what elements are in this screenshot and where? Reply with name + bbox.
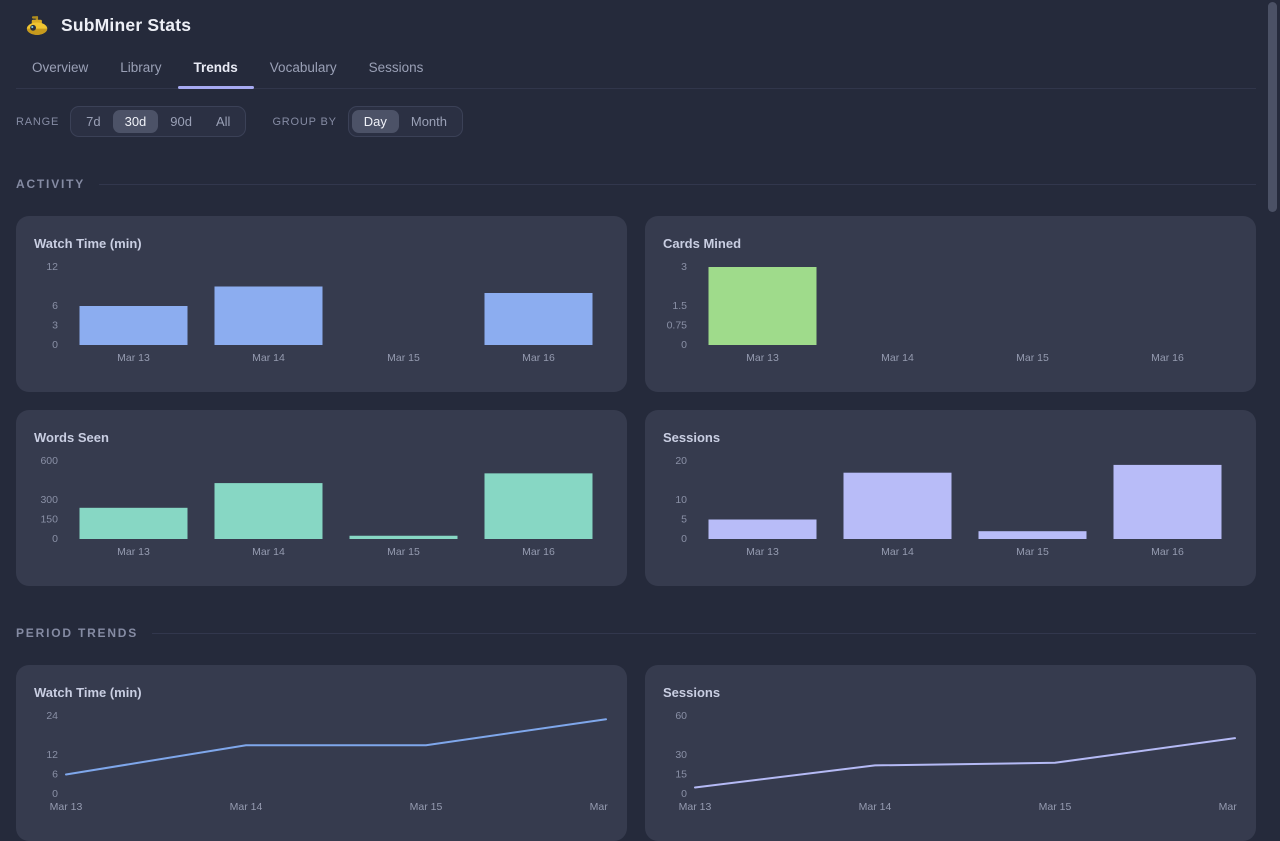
svg-text:0: 0 [681, 788, 687, 800]
svg-text:Mar 16: Mar 16 [522, 352, 555, 364]
chart-card-sessions: Sessions 0 5 10 20 Mar 13 Mar 14 Mar 15 Mar 16 [645, 410, 1256, 586]
chart-title: Watch Time (min) [34, 236, 142, 251]
svg-text:Mar 13: Mar 13 [50, 801, 83, 813]
section-divider [99, 183, 1256, 185]
range-label: RANGE [16, 115, 60, 128]
section-header-period-trends: PERIOD TRENDS [16, 626, 1256, 640]
svg-text:20: 20 [675, 455, 687, 467]
svg-text:Mar 16: Mar 16 [1151, 546, 1184, 558]
chart-title: Words Seen [34, 430, 109, 445]
tab-bar: Overview Library Trends Vocabulary Sessions [16, 52, 1256, 89]
svg-text:6: 6 [52, 769, 58, 781]
svg-text:12: 12 [46, 749, 58, 761]
svg-text:Mar 14: Mar 14 [881, 352, 914, 364]
svg-text:600: 600 [40, 455, 58, 467]
chart-title: Sessions [663, 430, 721, 445]
line-chart: 0 15 30 60 Mar 13 Mar 14 Mar 15 Mar 16 [675, 710, 1240, 813]
svg-text:60: 60 [675, 710, 687, 722]
groupby-segmented-control: Day Month [347, 106, 463, 137]
line-chart: 0 6 12 24 Mar 13 Mar 14 Mar 15 Mar 16 [46, 710, 611, 813]
svg-text:Mar 15: Mar 15 [410, 801, 443, 813]
tab-overview[interactable]: Overview [16, 52, 104, 88]
svg-text:24: 24 [46, 710, 58, 722]
svg-text:0.75: 0.75 [667, 320, 688, 332]
svg-text:Mar 13: Mar 13 [746, 352, 779, 364]
svg-text:5: 5 [681, 514, 687, 526]
svg-text:Mar 14: Mar 14 [230, 801, 263, 813]
groupby-option-day[interactable]: Day [351, 110, 399, 133]
chart-card-words-seen: Words Seen 0 150 300 600 Mar 13 Mar 14 Mar 15 Ma… [16, 410, 627, 586]
tab-vocabulary[interactable]: Vocabulary [254, 52, 353, 88]
svg-text:3: 3 [52, 320, 58, 332]
range-option-90d[interactable]: 90d [158, 110, 204, 133]
svg-text:10: 10 [675, 494, 687, 506]
tab-library[interactable]: Library [104, 52, 177, 88]
svg-text:6: 6 [52, 300, 58, 312]
range-option-30d[interactable]: 30d [112, 110, 159, 133]
chart-card-watch-time-min: Watch Time (min) 0 3 6 12 Mar 13 Mar 14 Mar 15 M… [16, 216, 627, 392]
range-option-7d[interactable]: 7d [74, 110, 112, 133]
range-option-all[interactable]: All [204, 110, 242, 133]
svg-text:Mar 16: Mar 16 [522, 546, 555, 558]
svg-text:Mar 13: Mar 13 [117, 546, 150, 558]
svg-text:Mar 13: Mar 13 [117, 352, 150, 364]
groupby-label: GROUP BY [272, 115, 337, 128]
svg-text:Mar 16: Mar 16 [1151, 352, 1184, 364]
chart-title: Cards Mined [663, 236, 742, 251]
svg-text:30: 30 [675, 749, 687, 761]
svg-text:0: 0 [52, 339, 58, 351]
activity-chart-grid: Watch Time (min) 0 3 6 12 Mar 13 Mar 14 Mar 15 M… [16, 216, 1256, 586]
period-trends-chart-grid: Watch Time (min) 0 6 12 24 Mar 13 Mar 14 Mar 15… [16, 665, 1256, 841]
svg-text:0: 0 [681, 339, 687, 351]
svg-text:Mar 16: Mar 16 [590, 801, 611, 813]
bar-chart: 0 0.75 1.5 3 Mar 13 Mar 14 Mar 15 Mar 16 [667, 261, 1184, 364]
chart-title: Watch Time (min) [34, 685, 142, 700]
submarine-icon [26, 15, 49, 36]
section-title: PERIOD TRENDS [16, 626, 139, 640]
svg-text:150: 150 [40, 514, 58, 526]
bar-chart: 0 150 300 600 Mar 13 Mar 14 Mar 15 Mar 16 [40, 455, 593, 558]
svg-text:Mar 13: Mar 13 [679, 801, 712, 813]
tab-trends[interactable]: Trends [177, 52, 255, 89]
svg-text:Mar 14: Mar 14 [859, 801, 892, 813]
svg-text:0: 0 [52, 533, 58, 545]
app-header: SubMiner Stats Overview Library Trends Voca… [16, 0, 1256, 89]
groupby-option-month[interactable]: Month [399, 110, 459, 133]
chart-card-watch-time-min: Watch Time (min) 0 6 12 24 Mar 13 Mar 14 Mar 15… [16, 665, 627, 841]
svg-text:300: 300 [40, 494, 58, 506]
filter-controls: RANGE 7d 30d 90d All GROUP BY Day Month [16, 106, 1256, 137]
svg-text:Mar 16: Mar 16 [1219, 801, 1240, 813]
chart-card-cards-mined: Cards Mined 0 0.75 1.5 3 Mar 13 Mar 14 Mar 15 Ma… [645, 216, 1256, 392]
chart-card-sessions: Sessions 0 15 30 60 Mar 13 Mar 14 Mar 15 Mar 16 [645, 665, 1256, 841]
svg-text:3: 3 [681, 261, 687, 273]
chart-title: Sessions [663, 685, 721, 700]
svg-text:Mar 15: Mar 15 [387, 352, 420, 364]
bar-chart: 0 5 10 20 Mar 13 Mar 14 Mar 15 Mar 16 [675, 455, 1222, 558]
svg-text:Mar 15: Mar 15 [1016, 546, 1049, 558]
section-divider [152, 632, 1256, 634]
svg-text:0: 0 [52, 788, 58, 800]
section-header-activity: ACTIVITY [16, 177, 1256, 191]
svg-text:Mar 15: Mar 15 [1039, 801, 1072, 813]
bar-chart: 0 3 6 12 Mar 13 Mar 14 Mar 15 Mar 16 [46, 261, 593, 364]
svg-text:15: 15 [675, 769, 687, 781]
svg-text:Mar 14: Mar 14 [252, 546, 285, 558]
section-period-trends: PERIOD TRENDS Watch Time (min) 0 6 12 24 Mar … [16, 626, 1256, 841]
svg-text:1.5: 1.5 [672, 300, 687, 312]
app-title: SubMiner Stats [61, 15, 192, 35]
svg-text:Mar 14: Mar 14 [252, 352, 285, 364]
range-segmented-control: 7d 30d 90d All [70, 106, 247, 137]
section-title: ACTIVITY [16, 177, 86, 191]
svg-text:Mar 13: Mar 13 [746, 546, 779, 558]
svg-text:0: 0 [681, 533, 687, 545]
svg-text:12: 12 [46, 261, 58, 273]
scrollbar-thumb[interactable] [1268, 2, 1277, 212]
svg-text:Mar 15: Mar 15 [387, 546, 420, 558]
tab-sessions[interactable]: Sessions [353, 52, 440, 88]
brand: SubMiner Stats [16, 0, 1256, 36]
section-activity: ACTIVITY Watch Time (min) 0 3 6 12 Mar 13 Mar … [16, 177, 1256, 586]
svg-text:Mar 15: Mar 15 [1016, 352, 1049, 364]
svg-text:Mar 14: Mar 14 [881, 546, 914, 558]
